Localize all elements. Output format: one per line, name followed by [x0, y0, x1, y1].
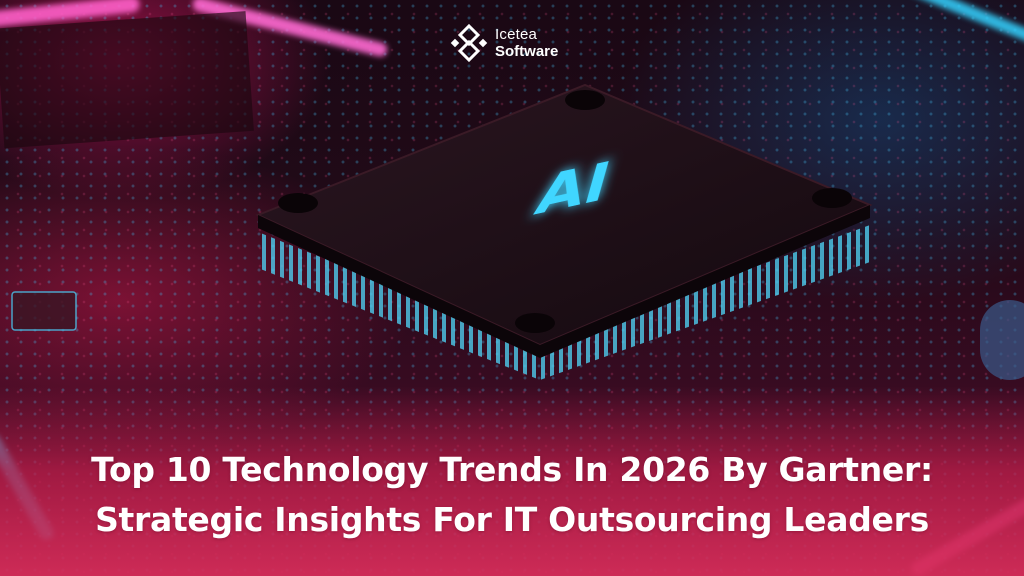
page-title: Top 10 Technology Trends In 2026 By Gart… — [0, 445, 1024, 545]
headline-line-1: Top 10 Technology Trends In 2026 By Gart… — [91, 450, 933, 489]
icetea-s-diamond-icon — [450, 23, 488, 63]
brand-name-line1: Icetea — [495, 26, 538, 43]
headline-backdrop — [0, 386, 1024, 576]
headline-line-2: Strategic Insights For IT Outsourcing Le… — [95, 500, 929, 539]
brand-name-line2: Software — [495, 43, 559, 60]
brand-logo[interactable]: Icetea Software — [449, 23, 558, 63]
